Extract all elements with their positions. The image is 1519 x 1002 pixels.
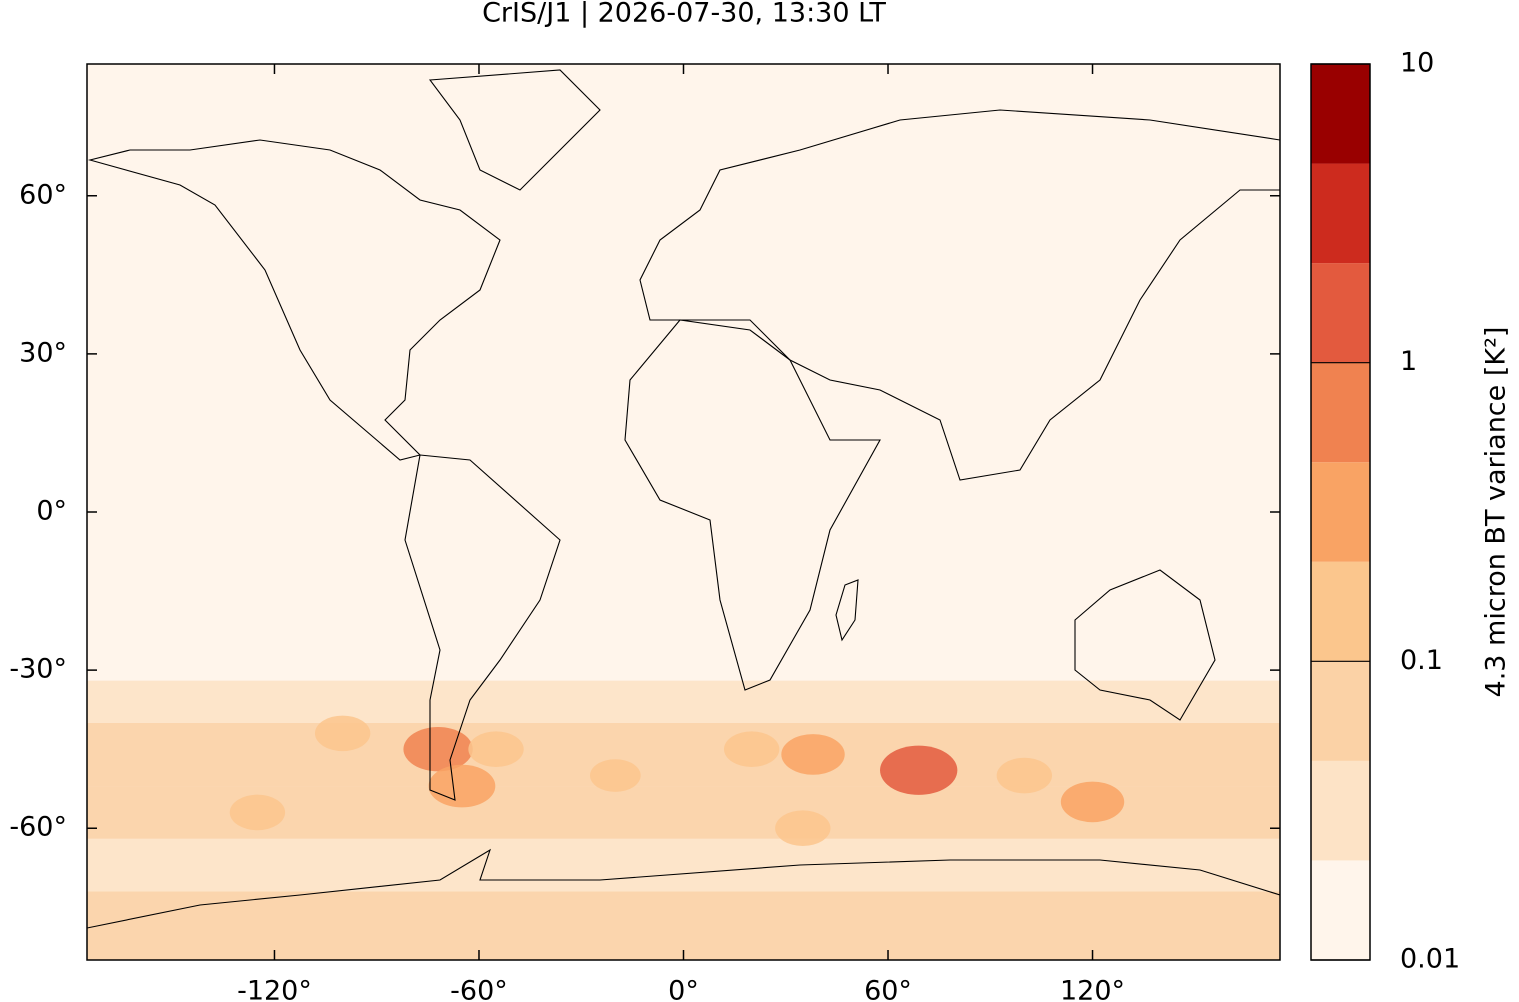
colorbar-band [1311, 760, 1370, 861]
hotspot [229, 794, 286, 831]
hotspot [996, 757, 1053, 794]
hotspot [880, 745, 958, 795]
colorbar-band [1311, 163, 1370, 264]
colorbar-band [1311, 64, 1370, 164]
y-tick-label: 60° [19, 179, 67, 210]
colorbar-tick-label: 0.01 [1400, 944, 1460, 975]
y-tick-label: 30° [19, 337, 67, 368]
coastline [639, 109, 1280, 481]
colorbar-tick-label: 1 [1400, 346, 1417, 377]
hotspot [723, 731, 780, 767]
colorbar-band [1311, 561, 1370, 662]
x-tick-label: 120° [1060, 976, 1125, 1002]
colorbar-tick-label: 10 [1400, 48, 1434, 79]
hotspot [1060, 781, 1125, 823]
hotspot [775, 810, 831, 847]
coastline [835, 579, 859, 642]
coastline [404, 454, 561, 801]
colorbar-band [1311, 462, 1370, 562]
x-tick-label: -60° [450, 976, 508, 1002]
colorbar-band [1311, 263, 1370, 363]
colorbar-band [1311, 362, 1370, 463]
zonal-band [87, 838, 1280, 892]
zonal-band [87, 680, 1280, 723]
coastline [87, 848, 1280, 929]
colorbar-label: 4.3 micron BT variance [K²] [1481, 327, 1512, 698]
hotspot [403, 727, 473, 772]
coastline [1074, 569, 1216, 721]
colorbar-band [1311, 860, 1370, 960]
hotspot [589, 759, 641, 792]
hotspot [314, 715, 371, 752]
coastline [428, 69, 601, 191]
zonal-band [87, 722, 1280, 787]
hotspot [428, 764, 496, 808]
colorbar: 10 1 0.1 0.01 [1310, 48, 1460, 975]
zonal-band [87, 891, 1280, 960]
coastline [87, 139, 501, 461]
field [87, 64, 1280, 960]
x-tick-label: 0° [668, 976, 699, 1002]
y-tick-label: -60° [9, 812, 67, 843]
coastline [624, 319, 881, 691]
hotspot [468, 731, 524, 767]
hotspot [781, 734, 845, 775]
coastlines [87, 69, 1280, 929]
x-tick-label: 60° [864, 976, 912, 1002]
y-tick-label: -30° [9, 654, 67, 685]
x-tick-label: -120° [237, 976, 312, 1002]
colorbar-band [1311, 661, 1370, 761]
chart-title: CrIS/J1 | 2026-07-30, 13:30 LT [482, 0, 886, 29]
y-tick-label: 0° [36, 496, 67, 527]
colorbar-tick-label: 0.1 [1400, 645, 1443, 676]
